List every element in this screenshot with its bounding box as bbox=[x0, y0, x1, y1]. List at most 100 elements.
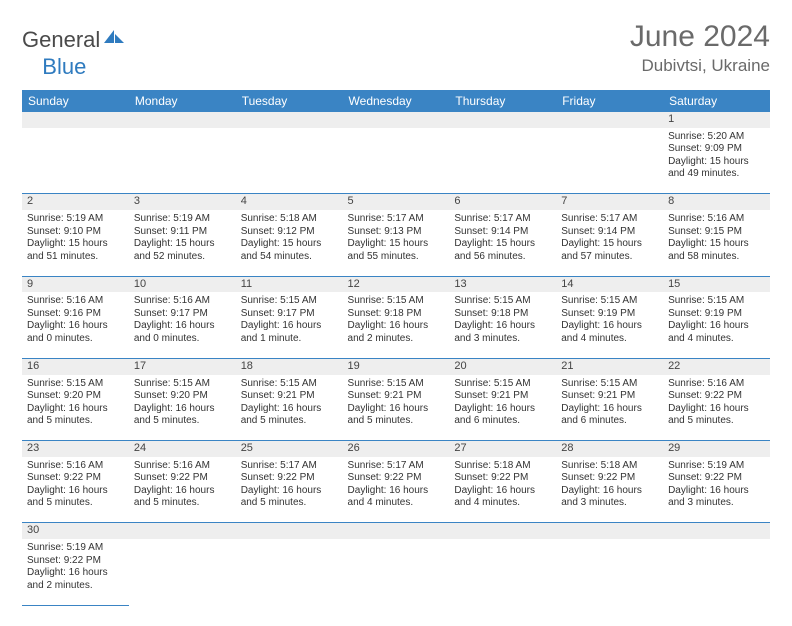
day-header: Tuesday bbox=[236, 90, 343, 112]
day-number-cell: 23 bbox=[22, 441, 129, 457]
week-data-row: Sunrise: 5:16 AM Sunset: 9:22 PM Daylight:… bbox=[22, 457, 770, 523]
day-cell: Sunrise: 5:15 AMSunset: 9:21 PMDaylight:… bbox=[556, 375, 663, 441]
day-number-cell: 20 bbox=[449, 358, 556, 374]
day-number-cell: 5 bbox=[343, 194, 450, 210]
sunrise-line: Sunrise: 5:15 AM bbox=[27, 378, 124, 391]
day-number: 27 bbox=[454, 442, 466, 454]
day-cell bbox=[556, 539, 663, 605]
sunrise-line: Sunrise: 5:15 AM bbox=[561, 295, 658, 308]
day-cell bbox=[556, 128, 663, 194]
day-number: 29 bbox=[668, 442, 680, 454]
sunset-line: Sunset: 9:20 PM bbox=[134, 390, 231, 403]
day-number: 9 bbox=[27, 278, 33, 290]
sunrise-line: Sunrise: 5:15 AM bbox=[668, 295, 765, 308]
sunrise-line: Sunrise: 5:15 AM bbox=[134, 378, 231, 391]
day-cell: Sunrise: 5:15 AMSunset: 9:18 PMDaylight:… bbox=[449, 292, 556, 358]
daylight-line: Daylight: 16 hours and 3 minutes. bbox=[454, 320, 551, 345]
day-number: 3 bbox=[134, 195, 140, 207]
day-header: Saturday bbox=[663, 90, 770, 112]
day-cell bbox=[449, 539, 556, 605]
day-number: 1 bbox=[668, 113, 674, 125]
day-cell: Sunrise: 5:15 AMSunset: 9:20 PMDaylight:… bbox=[129, 375, 236, 441]
sunset-line: Sunset: 9:10 PM bbox=[27, 226, 124, 239]
day-cell bbox=[129, 128, 236, 194]
sunset-line: Sunset: 9:18 PM bbox=[454, 308, 551, 321]
day-cell: Sunrise: 5:16 AMSunset: 9:22 PMDaylight:… bbox=[663, 375, 770, 441]
day-cell: Sunrise: 5:20 AMSunset: 9:09 PMDaylight:… bbox=[663, 128, 770, 194]
sunrise-line: Sunrise: 5:15 AM bbox=[348, 378, 445, 391]
day-header: Friday bbox=[556, 90, 663, 112]
day-cell: Sunrise: 5:16 AMSunset: 9:17 PMDaylight:… bbox=[129, 292, 236, 358]
sunset-line: Sunset: 9:14 PM bbox=[454, 226, 551, 239]
day-number-cell: 13 bbox=[449, 276, 556, 292]
sunset-line: Sunset: 9:17 PM bbox=[241, 308, 338, 321]
day-number-cell bbox=[129, 523, 236, 539]
day-number: 6 bbox=[454, 195, 460, 207]
day-number-cell bbox=[236, 523, 343, 539]
day-number-cell bbox=[236, 112, 343, 128]
day-cell: Sunrise: 5:19 AMSunset: 9:22 PMDaylight:… bbox=[663, 457, 770, 523]
day-number-cell: 30 bbox=[22, 523, 129, 539]
day-number: 22 bbox=[668, 360, 680, 372]
day-number: 11 bbox=[241, 278, 252, 290]
week-data-row: Sunrise: 5:20 AMSunset: 9:09 PMDaylight:… bbox=[22, 128, 770, 194]
day-cell bbox=[449, 128, 556, 194]
day-number: 17 bbox=[134, 360, 146, 372]
sunrise-line: Sunrise: 5:18 AM bbox=[241, 213, 338, 226]
day-number-cell: 28 bbox=[556, 441, 663, 457]
day-number-cell: 3 bbox=[129, 194, 236, 210]
day-cell: Sunrise: 5:17 AMSunset: 9:14 PMDaylight:… bbox=[449, 210, 556, 276]
day-cell: Sunrise: 5:16 AMSunset: 9:15 PMDaylight:… bbox=[663, 210, 770, 276]
day-cell: Sunrise: 5:17 AMSunset: 9:22 PMDaylight:… bbox=[236, 457, 343, 523]
day-number-cell: 24 bbox=[129, 441, 236, 457]
day-number-cell bbox=[449, 523, 556, 539]
day-cell bbox=[663, 539, 770, 605]
sunrise-line: Sunrise: 5:17 AM bbox=[241, 460, 338, 473]
week-data-row: Sunrise: 5:16 AMSunset: 9:16 PMDaylight:… bbox=[22, 292, 770, 358]
day-number: 28 bbox=[561, 442, 573, 454]
week-data-row: Sunrise: 5:15 AMSunset: 9:20 PMDaylight:… bbox=[22, 375, 770, 441]
day-cell: Sunrise: 5:16 AMSunset: 9:22 PMDaylight:… bbox=[129, 457, 236, 523]
daylight-line: Daylight: 15 hours and 55 minutes. bbox=[348, 238, 445, 263]
sunrise-line: Sunrise: 5:16 AM bbox=[27, 460, 124, 473]
day-number: 4 bbox=[241, 195, 247, 207]
day-number-cell: 12 bbox=[343, 276, 450, 292]
day-number-cell: 2 bbox=[22, 194, 129, 210]
sunrise-line: Sunrise: 5:15 AM bbox=[454, 295, 551, 308]
day-cell bbox=[236, 539, 343, 605]
logo: General bbox=[22, 26, 126, 54]
day-number: 18 bbox=[241, 360, 253, 372]
day-header: Sunday bbox=[22, 90, 129, 112]
day-number-cell bbox=[556, 112, 663, 128]
day-cell: Sunrise: 5:15 AMSunset: 9:18 PMDaylight:… bbox=[343, 292, 450, 358]
sunset-line: Sunset: 9:13 PM bbox=[348, 226, 445, 239]
day-number-cell bbox=[663, 523, 770, 539]
sunset-line: Sunset: 9:22 PM bbox=[668, 472, 765, 485]
day-cell: Sunrise: 5:15 AMSunset: 9:21 PMDaylight:… bbox=[343, 375, 450, 441]
sunrise-line: Sunrise: 5:19 AM bbox=[27, 213, 124, 226]
day-number-cell: 16 bbox=[22, 358, 129, 374]
calendar-table: SundayMondayTuesdayWednesdayThursdayFrid… bbox=[22, 90, 770, 606]
day-number-cell: 10 bbox=[129, 276, 236, 292]
sunset-line: Sunset: 9:22 PM bbox=[668, 390, 765, 403]
daylight-line: Daylight: 16 hours and 5 minutes. bbox=[27, 485, 124, 510]
day-number: 2 bbox=[27, 195, 33, 207]
day-header: Monday bbox=[129, 90, 236, 112]
day-number-cell bbox=[556, 523, 663, 539]
day-number: 16 bbox=[27, 360, 39, 372]
day-number-cell: 1 bbox=[663, 112, 770, 128]
sunrise-line: Sunrise: 5:16 AM bbox=[668, 213, 765, 226]
day-number: 8 bbox=[668, 195, 674, 207]
week-number-row: 2345678 bbox=[22, 194, 770, 210]
day-number-cell bbox=[343, 523, 450, 539]
day-number-cell: 22 bbox=[663, 358, 770, 374]
day-cell: Sunrise: 5:18 AMSunset: 9:22 PMDaylight:… bbox=[556, 457, 663, 523]
day-cell bbox=[343, 128, 450, 194]
sunset-line: Sunset: 9:19 PM bbox=[561, 308, 658, 321]
day-cell: Sunrise: 5:15 AMSunset: 9:17 PMDaylight:… bbox=[236, 292, 343, 358]
day-cell: Sunrise: 5:17 AMSunset: 9:13 PMDaylight:… bbox=[343, 210, 450, 276]
day-number-cell: 17 bbox=[129, 358, 236, 374]
day-number: 15 bbox=[668, 278, 680, 290]
day-cell bbox=[22, 128, 129, 194]
day-cell bbox=[236, 128, 343, 194]
